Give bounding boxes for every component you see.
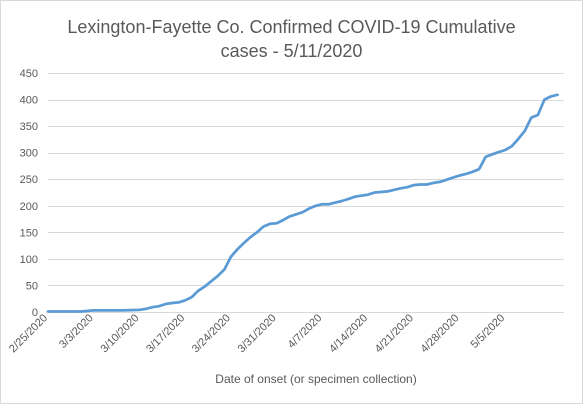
series-layer bbox=[46, 93, 559, 313]
y-tick-label: 100 bbox=[20, 254, 38, 266]
y-tick-label: 400 bbox=[20, 95, 38, 107]
y-tick-label: 50 bbox=[26, 280, 38, 292]
y-tick-label: 200 bbox=[20, 201, 38, 213]
x-tick-label: 3/3/2020 bbox=[57, 312, 96, 351]
x-tick-label: 3/10/2020 bbox=[98, 312, 141, 355]
y-tick-label: 450 bbox=[20, 68, 38, 80]
y-tick-label: 0 bbox=[32, 307, 38, 319]
series-line bbox=[46, 93, 559, 313]
x-axis-tick-labels: 2/25/2020 3/3/2020 3/10/2020 3/17/2020 3/24/… bbox=[7, 312, 507, 355]
x-tick-label: 3/31/2020 bbox=[236, 312, 279, 355]
y-axis-tick-labels: 0 50 100 150 200 250 300 350 400 450 bbox=[20, 68, 38, 319]
y-tick-label: 150 bbox=[20, 227, 38, 239]
x-axis-title: Date of onset (or specimen collection) bbox=[215, 372, 416, 386]
x-tick-label: 4/7/2020 bbox=[286, 312, 325, 351]
gridlines bbox=[48, 73, 564, 286]
x-tick-label: 2/25/2020 bbox=[7, 312, 50, 355]
y-tick-label: 250 bbox=[20, 174, 38, 186]
chart-title-line-1: Lexington-Fayette Co. Confirmed COVID-19… bbox=[67, 17, 516, 37]
y-tick-label: 300 bbox=[20, 148, 38, 160]
chart-title-line-2: cases - 5/11/2020 bbox=[220, 41, 363, 61]
x-tick-label: 4/14/2020 bbox=[327, 312, 370, 355]
x-tick-label: 3/17/2020 bbox=[144, 312, 187, 355]
chart-title: Lexington-Fayette Co. Confirmed COVID-19… bbox=[1, 15, 582, 63]
x-tick-label: 4/21/2020 bbox=[373, 312, 416, 355]
y-tick-label: 350 bbox=[20, 121, 38, 133]
x-tick-label: 3/24/2020 bbox=[190, 312, 233, 355]
x-tick-label: 5/5/2020 bbox=[469, 312, 508, 351]
x-tick-label: 4/28/2020 bbox=[419, 312, 462, 355]
